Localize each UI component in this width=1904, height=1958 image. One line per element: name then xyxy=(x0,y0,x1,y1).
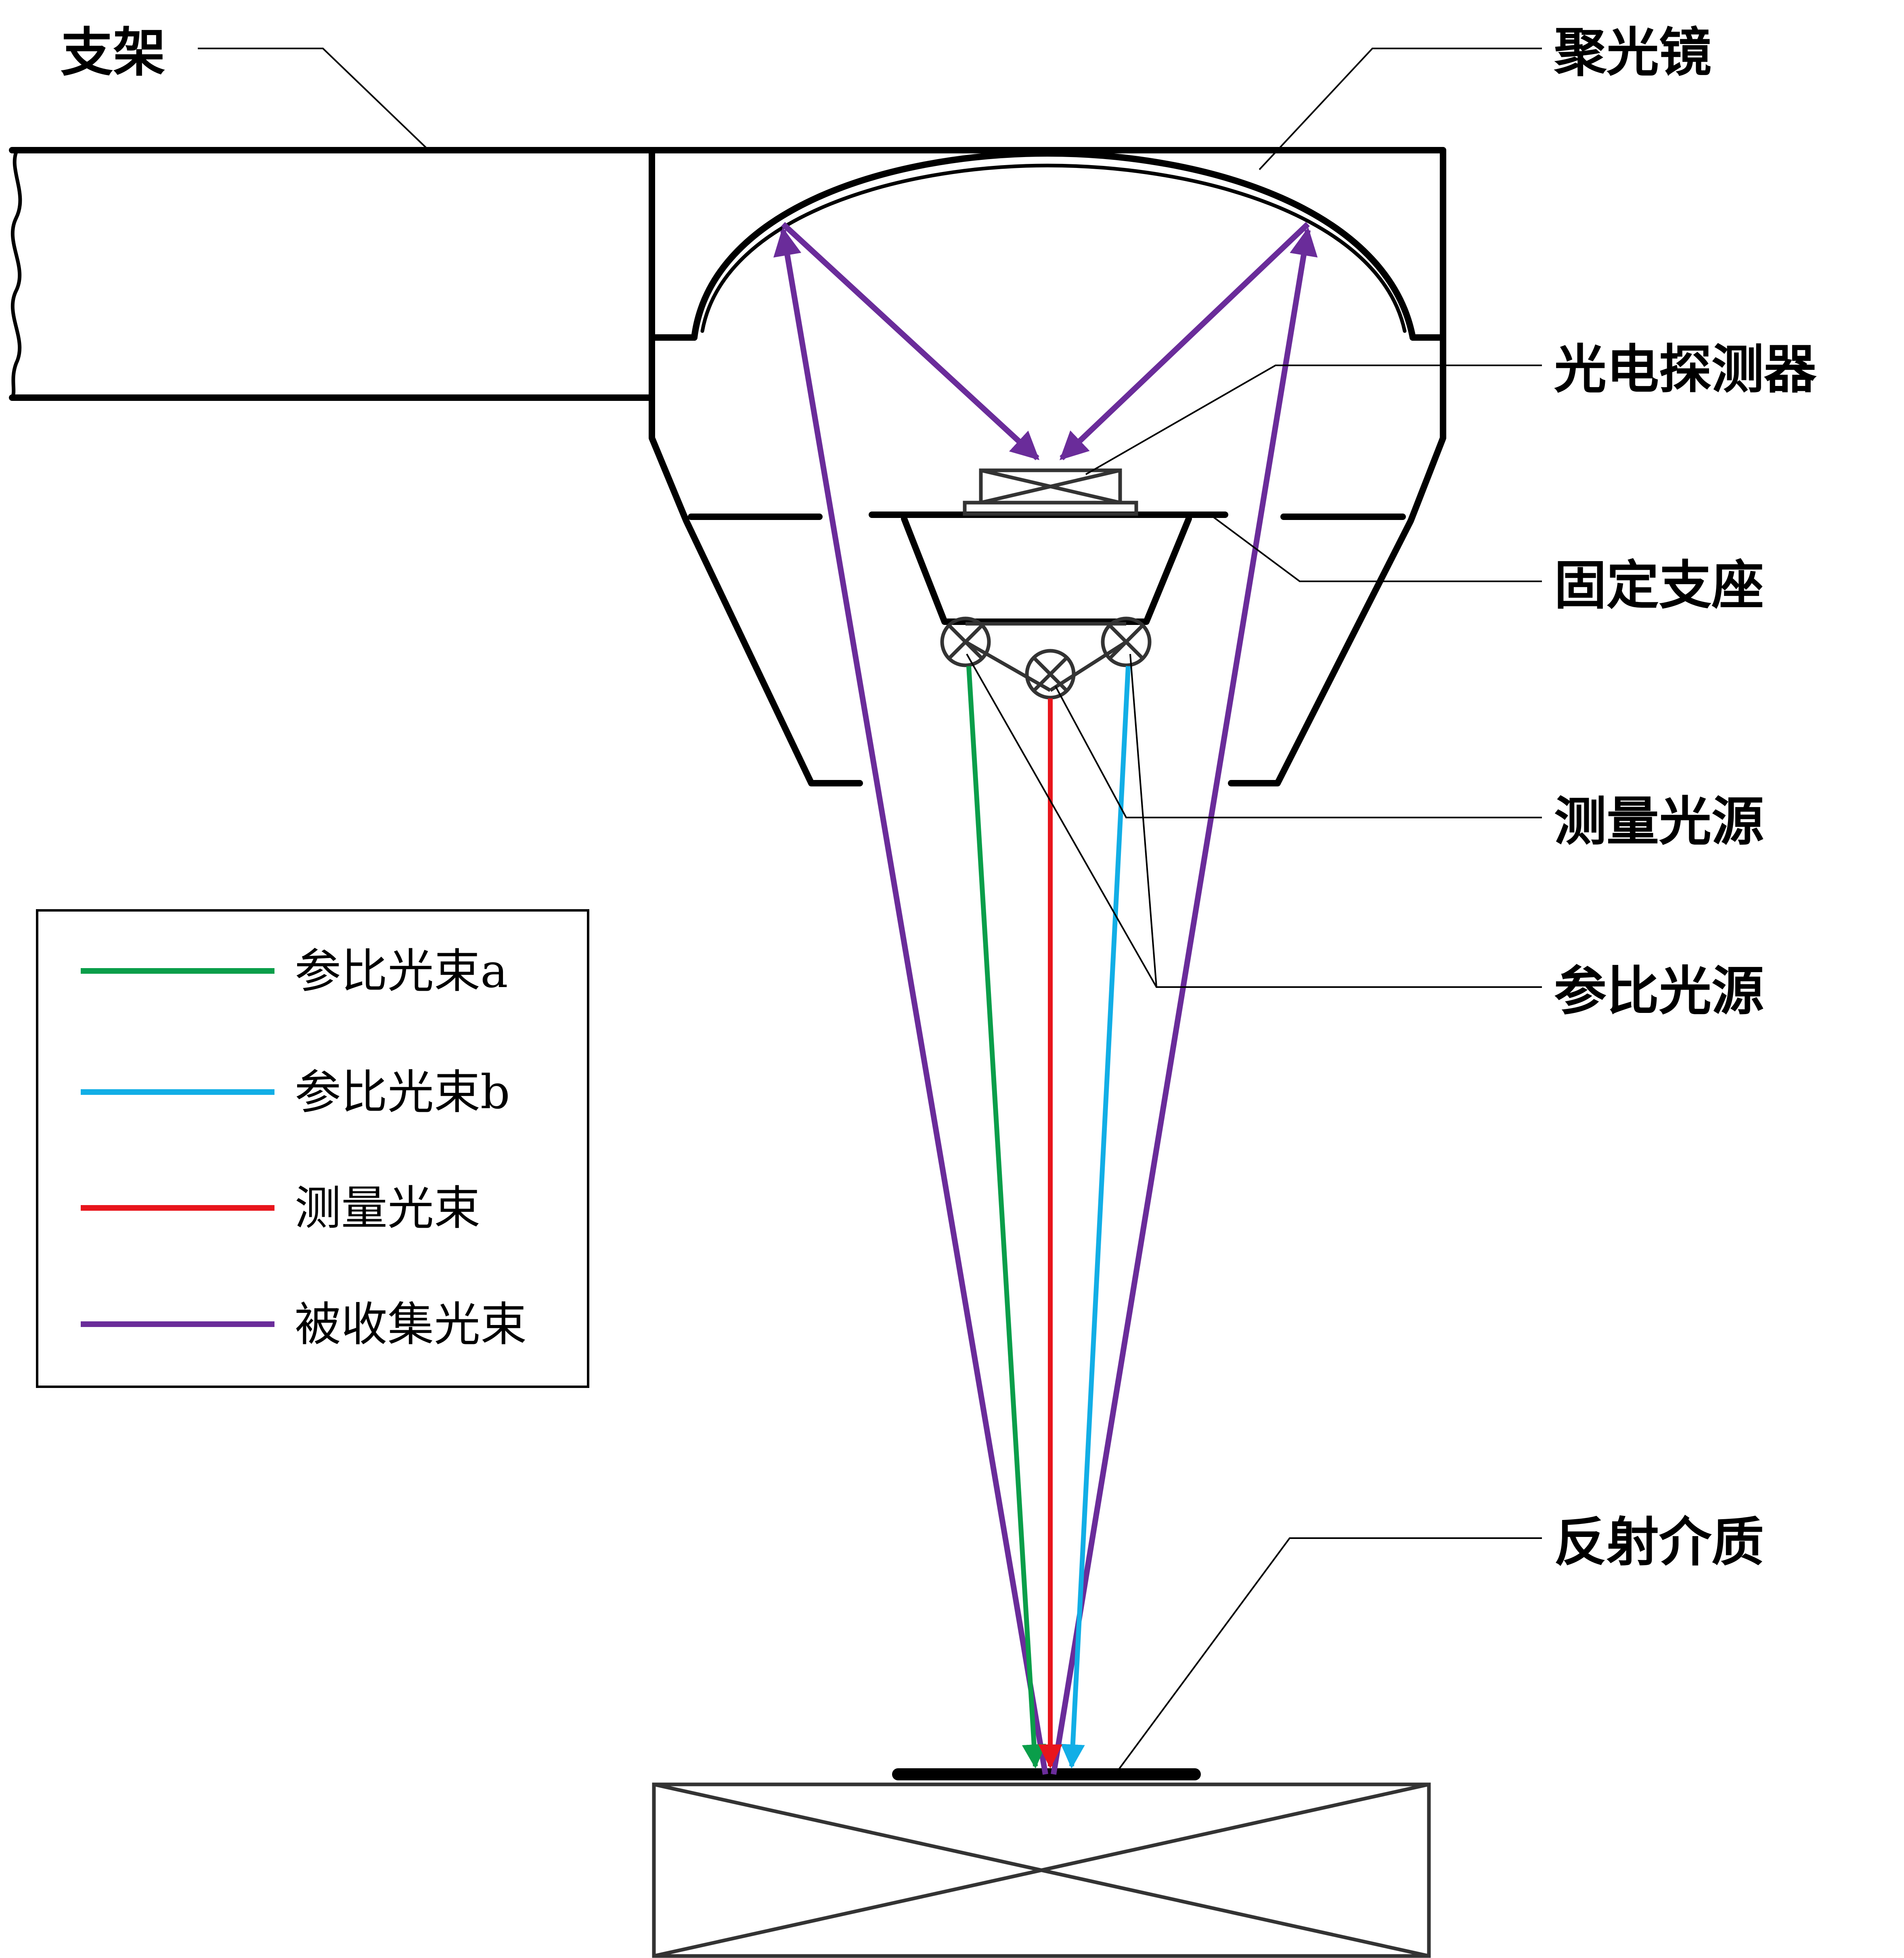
label-fixed-base: 固定支座 xyxy=(1554,554,1764,616)
reference-source-a xyxy=(940,616,991,667)
condenser-lens xyxy=(691,150,1416,341)
leader-fixed-base xyxy=(1212,516,1542,582)
legend-label-reference-b: 参比光束b xyxy=(295,1065,510,1119)
leader-photodetector xyxy=(1085,365,1542,475)
reference-beam-b xyxy=(1060,666,1131,1769)
reference-beam-a xyxy=(966,666,1046,1769)
label-reference-source: 参比光源 xyxy=(1554,960,1764,1022)
housing xyxy=(649,147,1446,786)
leader-measure-source xyxy=(1055,686,1542,818)
collected-beam-left-up xyxy=(773,227,1048,1775)
sample-block xyxy=(652,1782,1431,1958)
collected-beam-right-up xyxy=(1051,227,1318,1775)
light-sources xyxy=(940,616,1152,700)
legend-label-reference-a: 参比光束a xyxy=(295,944,508,998)
leader-bracket xyxy=(198,48,429,150)
component-labels: 支架 聚光镜 光电探测器 固定支座 测量光源 参比光源 反射介质 xyxy=(61,21,1817,1573)
collected-beam-right-down xyxy=(1059,222,1310,461)
leader-reflective-medium xyxy=(1117,1537,1542,1771)
legend-box xyxy=(36,909,589,1388)
fixed-base xyxy=(869,512,1228,625)
legend-label-measure: 测量光束 xyxy=(295,1181,480,1235)
label-reflective-medium: 反射介质 xyxy=(1554,1511,1764,1573)
label-measure-source: 测量光源 xyxy=(1554,790,1764,852)
leader-reference-source-b xyxy=(1129,654,1157,987)
legend-label-collected: 被收集光束 xyxy=(295,1298,527,1352)
reference-source-b xyxy=(1101,616,1152,667)
leader-lines xyxy=(198,48,1542,1771)
collected-beam-left-down xyxy=(781,222,1040,461)
label-condenser: 聚光镜 xyxy=(1554,21,1711,83)
beams xyxy=(773,222,1318,1775)
leader-condenser xyxy=(1259,48,1542,170)
measure-source xyxy=(1025,649,1076,700)
bracket-arm xyxy=(9,147,655,401)
leader-reference-source xyxy=(966,654,1542,988)
photodetector xyxy=(963,468,1138,516)
label-bracket: 支架 xyxy=(61,21,165,83)
legend: 参比光束a 参比光束b 测量光束 被收集光束 xyxy=(36,909,589,1388)
label-photodetector: 光电探测器 xyxy=(1554,338,1817,400)
